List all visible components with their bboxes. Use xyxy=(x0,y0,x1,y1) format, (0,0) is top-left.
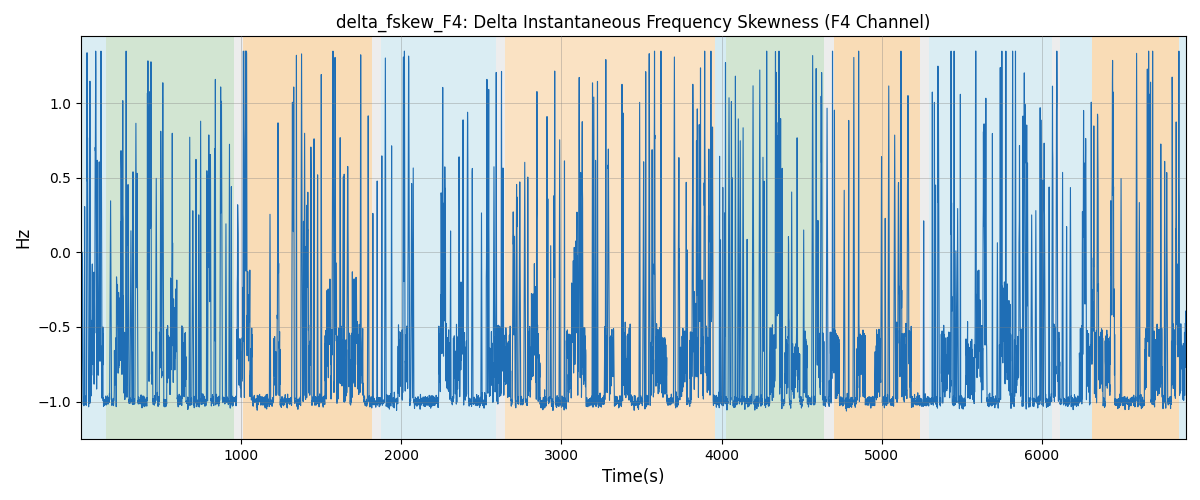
Bar xyxy=(726,36,824,439)
Bar xyxy=(80,36,106,439)
Bar xyxy=(497,36,505,439)
Bar xyxy=(372,36,382,439)
Title: delta_fskew_F4: Delta Instantaneous Frequency Skewness (F4 Channel): delta_fskew_F4: Delta Instantaneous Freq… xyxy=(336,14,931,32)
Bar xyxy=(106,36,234,439)
Bar xyxy=(929,36,1051,439)
Bar xyxy=(920,36,929,439)
Bar xyxy=(242,36,372,439)
Bar xyxy=(234,36,242,439)
Bar xyxy=(1051,36,1061,439)
Bar xyxy=(834,36,920,439)
Bar xyxy=(505,36,715,439)
Bar xyxy=(382,36,497,439)
Y-axis label: Hz: Hz xyxy=(14,227,32,248)
Bar xyxy=(1092,36,1178,439)
Bar xyxy=(1061,36,1092,439)
Bar xyxy=(824,36,834,439)
X-axis label: Time(s): Time(s) xyxy=(602,468,665,486)
Bar xyxy=(715,36,726,439)
Bar xyxy=(1178,36,1186,439)
